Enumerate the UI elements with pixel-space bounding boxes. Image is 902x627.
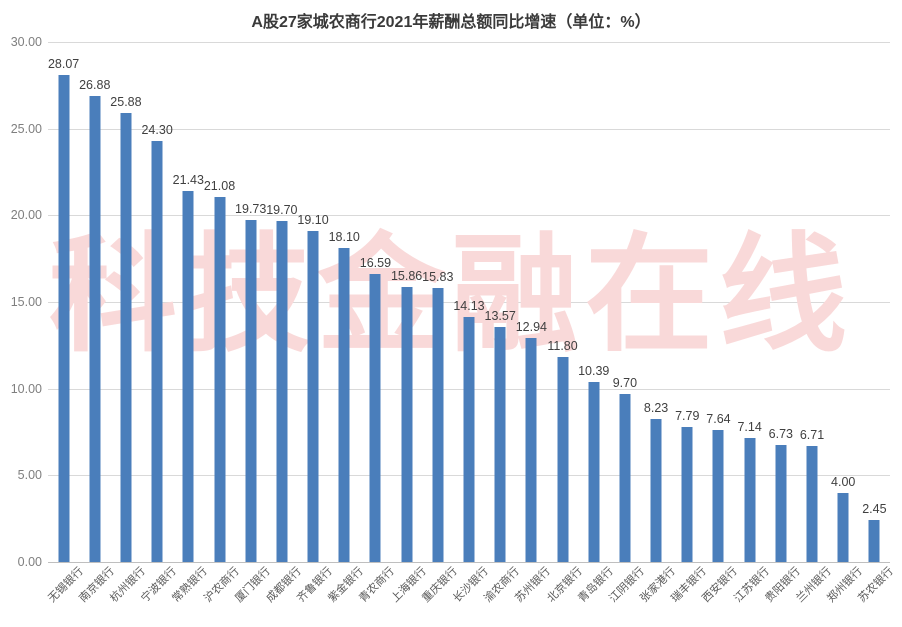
x-axis-line <box>48 562 890 563</box>
bar[interactable] <box>276 220 288 562</box>
bar-slot[interactable]: 12.94 <box>516 42 547 562</box>
bar-slot[interactable]: 10.39 <box>578 42 609 562</box>
bar-value-label: 11.80 <box>547 339 578 354</box>
bar-slot[interactable]: 18.10 <box>329 42 360 562</box>
bar[interactable] <box>401 287 413 562</box>
bar-value-label: 19.70 <box>266 202 298 217</box>
bar-slot[interactable]: 15.83 <box>422 42 453 562</box>
bar[interactable] <box>245 220 257 562</box>
bar-value-label: 18.10 <box>328 230 360 245</box>
bar-value-label: 21.08 <box>203 178 236 193</box>
y-axis-tick-label: 25.00 <box>10 121 42 136</box>
bar[interactable] <box>89 96 101 562</box>
bar-slot[interactable]: 6.73 <box>765 42 796 562</box>
bar[interactable] <box>525 337 537 562</box>
bar-value-label: 7.14 <box>737 420 762 435</box>
bar[interactable] <box>588 381 600 562</box>
y-axis-tick-label: 20.00 <box>10 208 42 223</box>
y-axis: 0.00 5.00 10.00 15.00 20.00 25.00 30.00 <box>11 35 890 569</box>
y-axis-tick-label: 5.00 <box>17 468 42 483</box>
bar[interactable] <box>619 393 631 562</box>
bar-slot[interactable]: 19.10 <box>297 42 329 562</box>
bar-slot[interactable]: 4.00 <box>828 42 859 562</box>
bar[interactable] <box>806 445 818 562</box>
bar-value-label: 19.10 <box>297 212 329 227</box>
bar-value-label: 15.83 <box>422 269 454 284</box>
bar-slot[interactable]: 7.64 <box>703 42 734 562</box>
bar-value-label: 28.07 <box>47 57 80 72</box>
bar-value-label: 25.88 <box>110 95 142 110</box>
bar-value-label: 26.88 <box>79 78 111 93</box>
gridline <box>48 215 890 217</box>
bar[interactable] <box>182 190 194 562</box>
bar-slot[interactable]: 26.88 <box>79 42 110 562</box>
bar-slot[interactable]: 8.23 <box>641 42 672 562</box>
bar[interactable] <box>557 357 569 562</box>
bar[interactable] <box>463 317 475 562</box>
bar-value-label: 2.45 <box>862 501 887 516</box>
gridline <box>48 302 890 303</box>
bar-slot[interactable]: 11.80 <box>547 42 578 562</box>
bar-slot[interactable]: 28.07 <box>48 42 79 562</box>
bar-value-label: 7.79 <box>675 408 700 423</box>
bar-slot[interactable]: 7.79 <box>672 42 703 562</box>
bar-value-label: 14.13 <box>453 299 485 314</box>
bar-slot[interactable]: 13.57 <box>485 42 516 562</box>
bar[interactable] <box>681 426 693 562</box>
chart-title: A股27家城农商行2021年薪酬总额同比增速（单位：%） <box>251 14 651 31</box>
bar-value-label: 15.86 <box>390 269 423 284</box>
bar[interactable] <box>775 445 787 562</box>
bar-slot[interactable]: 9.70 <box>609 42 640 562</box>
bar-value-label: 24.30 <box>141 122 173 137</box>
bar-value-label: 13.57 <box>484 308 516 323</box>
bar[interactable] <box>151 140 163 562</box>
bar-slot[interactable]: 15.86 <box>391 42 422 562</box>
bar-slot[interactable]: 21.08 <box>204 42 235 562</box>
bar[interactable] <box>58 75 70 562</box>
gridline <box>48 42 890 43</box>
bar-slot[interactable]: 19.70 <box>266 42 298 562</box>
bar[interactable] <box>120 113 132 562</box>
bar[interactable] <box>868 519 880 562</box>
bar-slot[interactable]: 2.45 <box>859 42 890 562</box>
bar-slot[interactable]: 7.14 <box>734 42 765 562</box>
bar-value-label: 12.94 <box>515 319 547 334</box>
bar-value-label: 19.73 <box>235 202 267 217</box>
y-axis-tick-label: 15.00 <box>10 295 42 309</box>
bar[interactable] <box>494 326 506 562</box>
bar-value-label: 6.71 <box>799 427 825 442</box>
bar[interactable] <box>837 492 849 562</box>
y-axis-tick-label: 10.00 <box>10 381 42 396</box>
bar-slot[interactable]: 6.71 <box>796 42 827 562</box>
bar-value-label: 10.39 <box>578 363 610 378</box>
x-axis: 无锡银行 南京银行 杭州银行 宁波银行 常熟银行 沪农商行 厦门银行 成都银行 齐鲁银行 紫金银行… <box>46 562 896 627</box>
bar[interactable] <box>307 230 319 562</box>
bar-slot[interactable]: 19.73 <box>235 42 266 562</box>
bar-value-label: 16.59 <box>359 256 392 271</box>
bar[interactable] <box>338 248 350 562</box>
bar[interactable] <box>369 274 381 562</box>
bar-value-label: 21.43 <box>172 172 204 187</box>
gridline <box>48 128 890 130</box>
bar-slot[interactable]: 16.59 <box>360 42 391 562</box>
bar-slot[interactable]: 25.88 <box>110 42 142 562</box>
bar-value-label: 6.73 <box>768 427 793 442</box>
bar[interactable] <box>712 429 724 562</box>
bar-slot[interactable]: 14.13 <box>453 42 485 562</box>
bars-layer: 28.07 26.88 25.88 24.30 21.43 21.08 19.73 19.70… <box>48 42 890 562</box>
bar-value-label: 8.23 <box>643 401 669 416</box>
bar[interactable] <box>744 438 756 562</box>
bar-value-label: 7.64 <box>706 411 731 426</box>
bar-value-label: 9.70 <box>612 375 638 390</box>
bar[interactable] <box>214 196 225 562</box>
y-axis-tick-label: 30.00 <box>10 35 42 49</box>
bar[interactable] <box>432 287 444 562</box>
bar[interactable] <box>650 419 662 562</box>
bar-value-label: 4.00 <box>831 474 856 489</box>
bar-slot[interactable]: 24.30 <box>141 42 173 562</box>
bar-slot[interactable]: 21.43 <box>173 42 204 562</box>
y-axis-tick-label: 0.00 <box>17 555 42 569</box>
